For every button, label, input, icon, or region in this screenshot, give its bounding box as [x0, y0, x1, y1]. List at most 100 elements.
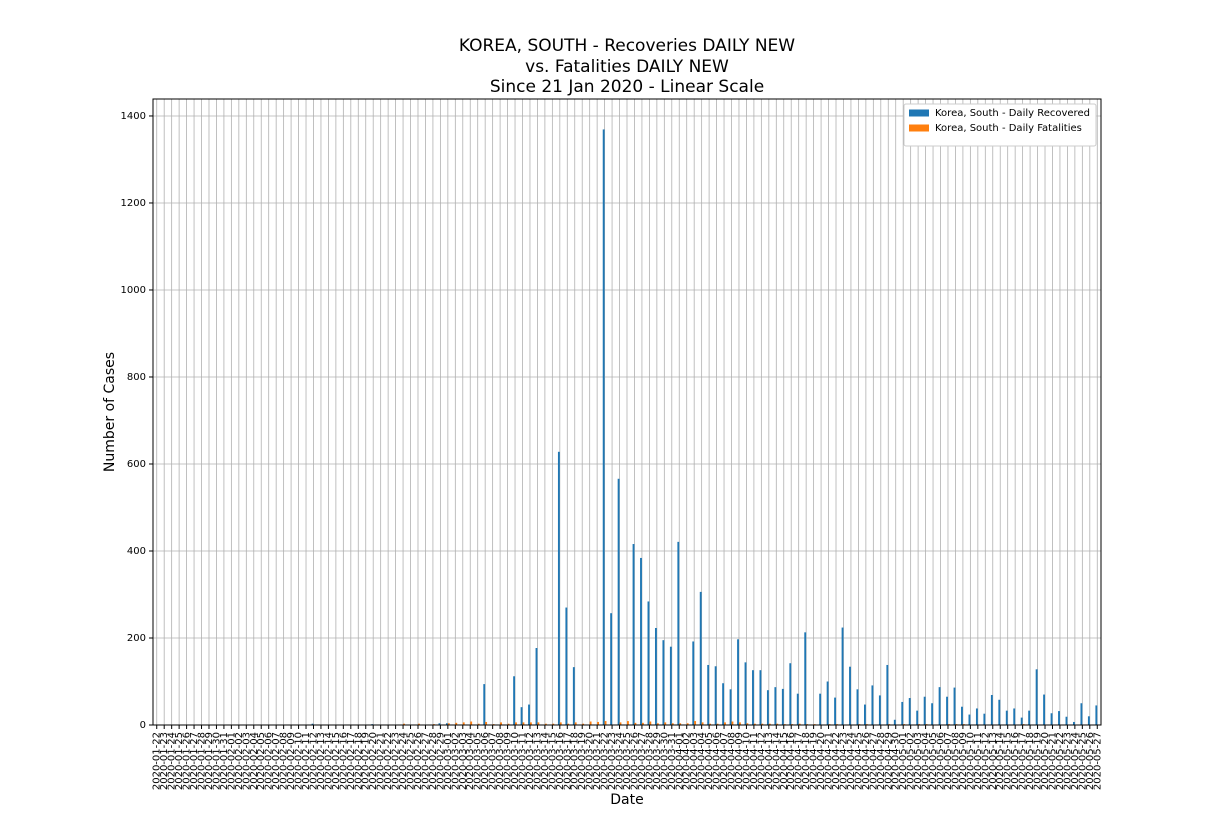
bar — [841, 627, 844, 725]
x-tick-label: 2020-01-22 — [152, 732, 163, 790]
bar — [507, 723, 510, 725]
bar — [462, 722, 465, 725]
x-tick-label: 2020-05-26 — [1085, 732, 1096, 790]
bar — [1043, 694, 1046, 725]
x-tick-label: 2020-04-13 — [764, 732, 775, 790]
x-tick-label: 2020-04-25 — [853, 732, 864, 790]
bar — [647, 601, 650, 725]
x-tick-label: 2020-03-06 — [480, 732, 491, 790]
bar — [901, 701, 904, 725]
bar — [759, 670, 762, 725]
y-tick-label: 1400 — [121, 111, 146, 122]
x-tick-label: 2020-02-16 — [338, 732, 349, 790]
x-tick-label: 2020-03-10 — [510, 732, 521, 790]
bar — [738, 722, 741, 725]
x-tick-label: 2020-02-06 — [264, 732, 275, 790]
x-tick-label: 2020-05-17 — [1018, 732, 1029, 790]
x-tick-label: 2020-02-04 — [249, 732, 260, 790]
x-tick-label: 2020-05-02 — [906, 732, 917, 790]
chart-title: Since 21 Jan 2020 - Linear Scale — [490, 77, 764, 97]
bar — [619, 722, 622, 725]
x-tick-label: 2020-03-28 — [644, 732, 655, 790]
x-tick-label: 2020-02-08 — [279, 732, 290, 790]
bar — [445, 723, 448, 725]
bar — [722, 683, 725, 725]
x-tick-label: 2020-04-04 — [697, 732, 708, 790]
bar — [597, 721, 600, 725]
x-tick-label: 2020-04-08 — [727, 732, 738, 790]
bar — [662, 640, 665, 725]
x-tick-label: 2020-03-24 — [615, 732, 626, 790]
bar — [798, 723, 801, 725]
x-tick-label: 2020-02-18 — [353, 732, 364, 790]
x-tick-label: 2020-03-21 — [592, 732, 603, 790]
bar — [893, 719, 896, 725]
bar — [819, 693, 822, 725]
bar — [686, 723, 689, 725]
bar — [878, 695, 881, 725]
x-tick-label: 2020-05-15 — [1003, 732, 1014, 790]
x-tick-label: 2020-05-14 — [995, 732, 1006, 790]
bar — [761, 723, 764, 725]
x-tick-label: 2020-03-08 — [495, 732, 506, 790]
bar — [716, 723, 719, 725]
bar — [729, 689, 732, 725]
x-tick-label: 2020-03-04 — [465, 732, 476, 790]
bar — [535, 648, 538, 725]
bar — [731, 721, 734, 725]
x-tick-label: 2020-02-01 — [226, 732, 237, 790]
bar — [946, 696, 948, 725]
y-tick-label: 0 — [140, 720, 146, 731]
x-tick-label: 2020-04-05 — [704, 732, 715, 790]
bar — [789, 663, 792, 725]
x-tick-label: 2020-02-15 — [331, 732, 342, 790]
x-tick-label: 2020-05-23 — [1062, 732, 1073, 790]
bar — [1013, 708, 1016, 725]
x-tick-label: 2020-02-11 — [301, 732, 312, 790]
x-tick-label: 2020-04-21 — [824, 732, 835, 790]
bar — [627, 721, 629, 725]
bar — [485, 721, 488, 725]
bar — [649, 721, 652, 725]
x-tick-label: 2020-04-06 — [712, 732, 723, 790]
bar — [1087, 716, 1090, 725]
x-tick-label: 2020-03-22 — [600, 732, 611, 790]
x-tick-label: 2020-03-02 — [450, 732, 461, 790]
x-tick-label: 2020-01-25 — [174, 732, 185, 790]
x-tick-label: 2020-02-09 — [286, 732, 297, 790]
bar — [664, 722, 667, 725]
bar — [602, 129, 605, 725]
bar — [1020, 717, 1023, 725]
bar — [669, 646, 672, 725]
x-tick-label: 2020-04-20 — [816, 732, 827, 790]
x-tick-label: 2020-05-12 — [980, 732, 991, 790]
bar — [1065, 716, 1068, 725]
y-tick-label: 600 — [127, 459, 146, 470]
bar — [701, 722, 704, 725]
x-tick-label: 2020-03-07 — [488, 732, 499, 790]
x-tick-label: 2020-05-13 — [988, 732, 999, 790]
y-tick-label: 1200 — [121, 198, 146, 209]
bar — [753, 723, 756, 725]
bar — [968, 714, 971, 725]
bar — [938, 687, 941, 725]
x-tick-label: 2020-05-08 — [950, 732, 961, 790]
bar — [565, 607, 568, 725]
bar — [559, 722, 562, 725]
x-tick-label: 2020-02-02 — [234, 732, 245, 790]
bar — [961, 706, 963, 725]
chart-title: KOREA, SOUTH - Recoveries DAILY NEW — [459, 36, 795, 56]
x-tick-label: 2020-02-24 — [398, 732, 409, 790]
bar — [871, 685, 874, 725]
y-tick-label: 200 — [127, 633, 146, 644]
x-tick-label: 2020-05-18 — [1025, 732, 1036, 790]
x-tick-label: 2020-03-03 — [458, 732, 469, 790]
bar — [679, 723, 682, 725]
x-tick-label: 2020-03-05 — [473, 732, 484, 790]
x-tick-label: 2020-05-19 — [1033, 732, 1044, 790]
x-tick-label: 2020-01-24 — [167, 732, 178, 790]
legend-swatch — [909, 109, 929, 117]
bar — [709, 723, 711, 725]
x-tick-label: 2020-02-14 — [323, 732, 334, 790]
bar — [983, 713, 986, 725]
